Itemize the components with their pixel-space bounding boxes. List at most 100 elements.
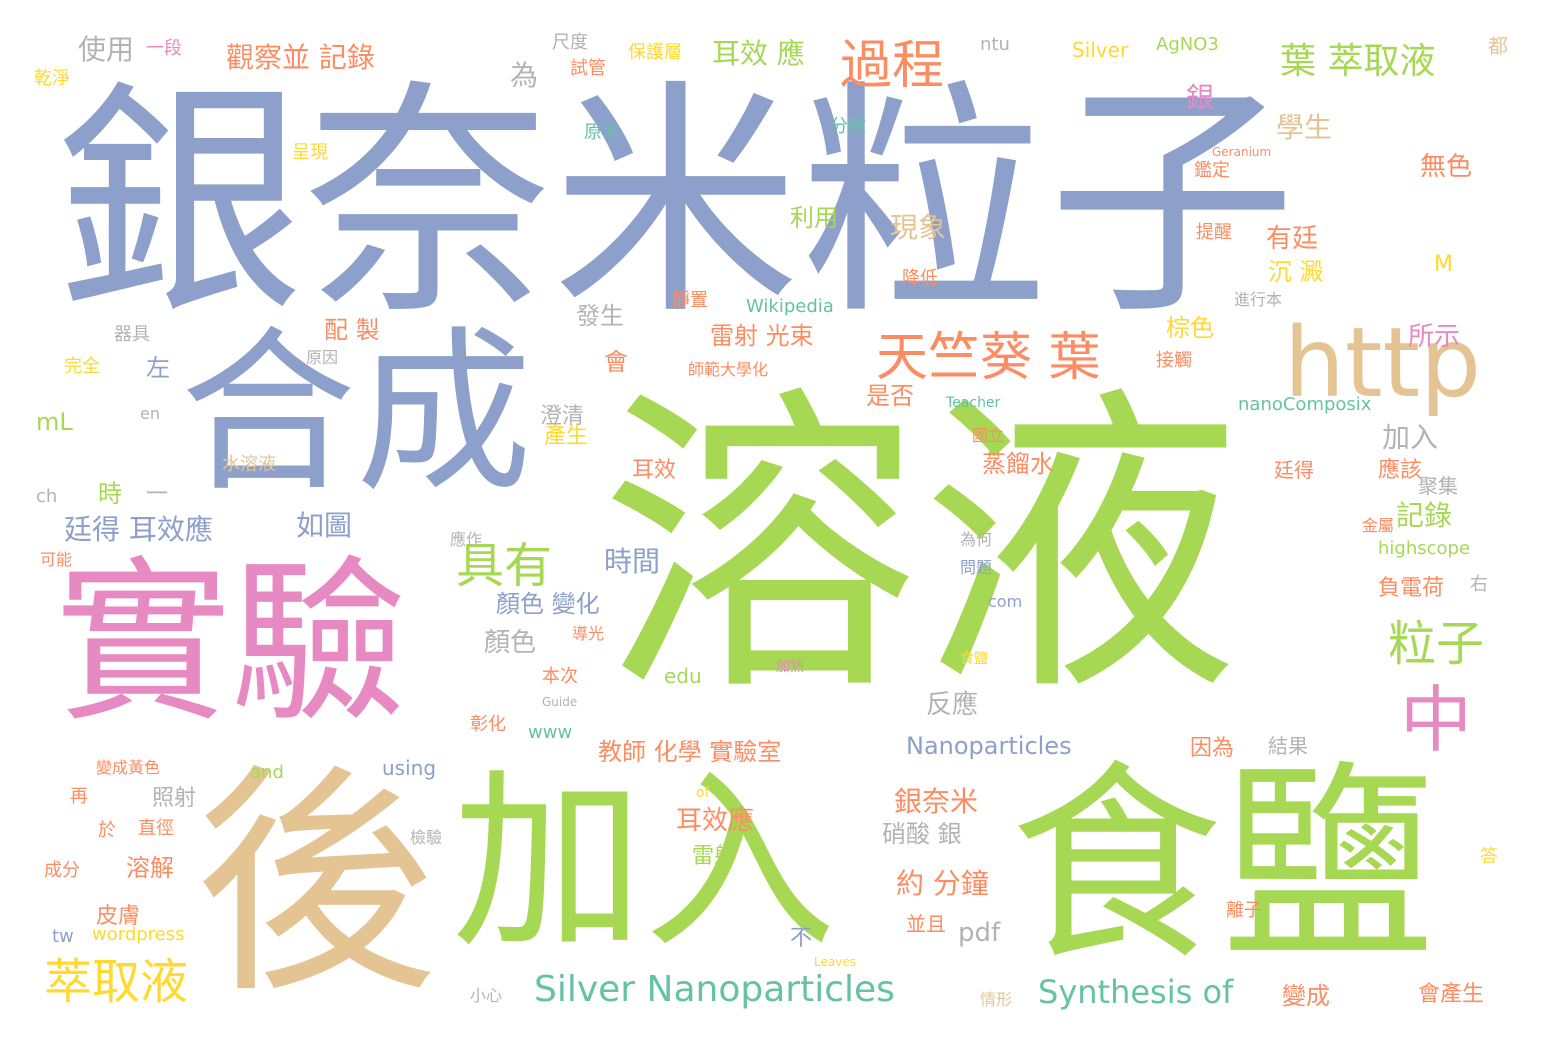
cloud-word: 靜置: [672, 290, 708, 311]
cloud-word: 變成: [1282, 982, 1330, 1010]
cloud-word: 為何: [960, 530, 993, 549]
cloud-word: 鑑定: [1194, 160, 1230, 181]
cloud-word: 產生: [544, 424, 589, 449]
cloud-word: wordpress: [92, 924, 185, 945]
cloud-word: 學生: [1276, 111, 1333, 144]
cloud-word: 導光: [572, 624, 605, 643]
cloud-word: 為: [510, 59, 539, 92]
cloud-word: Leaves: [814, 955, 856, 969]
cloud-word: 葉 萃取液: [1280, 41, 1436, 82]
cloud-word: 發生: [576, 302, 624, 330]
cloud-word: 提醒: [1196, 222, 1232, 243]
cloud-word: M: [1434, 252, 1453, 277]
cloud-word: 時間: [604, 545, 661, 578]
cloud-word: 現象: [890, 211, 947, 244]
cloud-word: pdf: [958, 918, 1001, 948]
cloud-word: com: [988, 592, 1023, 611]
cloud-word: 接觸: [1156, 350, 1192, 371]
cloud-word: 應該: [1378, 458, 1423, 483]
cloud-word: ch: [36, 486, 58, 507]
cloud-word: 可能: [40, 550, 73, 569]
cloud-word: 中: [1400, 678, 1473, 762]
cloud-word: 於: [98, 820, 116, 841]
cloud-word: 加入: [452, 752, 836, 975]
cloud-word: 會產生: [1418, 982, 1485, 1007]
cloud-word: 時: [98, 480, 122, 508]
cloud-word: 天竺葵 葉: [876, 328, 1101, 388]
cloud-word: 情形: [980, 990, 1013, 1009]
cloud-word: 變成黃色: [96, 758, 161, 777]
cloud-word: 溶液: [600, 362, 1240, 734]
cloud-word: 廷得 耳效應: [64, 513, 213, 546]
cloud-word: 食鹽: [1010, 742, 1434, 989]
cloud-word: 進行本: [1234, 290, 1283, 309]
cloud-word: 加入: [1382, 421, 1439, 454]
cloud-word: 不: [790, 926, 813, 951]
cloud-word: 硝酸 銀: [882, 820, 962, 848]
cloud-word: 因為: [1190, 736, 1235, 761]
cloud-word: Guide: [542, 695, 578, 709]
cloud-word: Silver Nanoparticles: [534, 969, 895, 1010]
cloud-word: 應作: [450, 530, 483, 549]
cloud-word: 會: [604, 348, 628, 376]
cloud-word: 耳效應: [676, 806, 755, 836]
cloud-word: 檢驗: [410, 828, 443, 847]
cloud-word: 使用: [78, 33, 135, 66]
cloud-word: en: [140, 404, 160, 423]
cloud-word: 原本: [584, 122, 620, 143]
cloud-word: 皮膚: [96, 904, 141, 929]
cloud-word: 蒸餾水: [982, 450, 1054, 478]
cloud-word: 並且: [906, 912, 946, 936]
cloud-word: mL: [36, 408, 73, 436]
cloud-word: 沉 澱: [1268, 258, 1324, 286]
cloud-word: 澄清: [540, 404, 585, 429]
cloud-word: 器具: [114, 324, 150, 345]
cloud-word: 降低: [902, 268, 938, 289]
cloud-word: 保護層: [628, 42, 682, 63]
cloud-word: 加熱: [776, 659, 804, 675]
cloud-word: 問題: [960, 558, 993, 577]
cloud-word: 溶解: [126, 854, 174, 882]
cloud-word: 負電荷: [1378, 576, 1445, 601]
cloud-word: 記錄: [1396, 499, 1453, 532]
cloud-word: 實驗: [55, 541, 408, 746]
cloud-word: Geranium: [1212, 145, 1272, 159]
cloud-word: 粒子: [1388, 616, 1485, 672]
cloud-word: 是否: [866, 382, 914, 410]
cloud-word: tw: [52, 926, 74, 947]
cloud-word: Nanoparticles: [906, 732, 1072, 760]
cloud-word: nanoComposix: [1238, 394, 1372, 415]
cloud-word: 棕色: [1166, 314, 1214, 342]
cloud-word: 彰化: [470, 714, 506, 735]
cloud-word: 再: [70, 786, 88, 807]
cloud-word: 耳效: [632, 458, 677, 483]
cloud-word: www: [528, 722, 573, 743]
cloud-word: 水溶液: [222, 454, 276, 475]
cloud-word: ntu: [980, 34, 1010, 55]
cloud-word: 金屬: [1362, 516, 1395, 535]
cloud-word: 原因: [306, 348, 339, 367]
cloud-word: 如圖: [296, 509, 353, 542]
cloud-word: 小心: [470, 986, 503, 1005]
cloud-word: 答: [1480, 846, 1498, 867]
cloud-word: Teacher: [946, 395, 1001, 411]
cloud-word: Silver: [1072, 38, 1129, 62]
cloud-word: 過程: [840, 36, 945, 96]
cloud-word: 所示: [1408, 322, 1461, 352]
cloud-word: 無色: [1420, 152, 1473, 182]
cloud-word: 分散: [830, 116, 866, 137]
cloud-word: 廷得: [1274, 458, 1314, 482]
cloud-word: 銀奈米: [894, 785, 979, 818]
cloud-word: 顏色: [484, 628, 537, 658]
cloud-word: 雷射: [692, 844, 737, 869]
cloud-word: 試管: [570, 58, 606, 79]
cloud-word: 乾淨: [34, 68, 70, 89]
cloud-word: 左: [146, 354, 170, 382]
cloud-word: Synthesis of: [1038, 973, 1234, 1011]
cloud-word: 師範大學化: [688, 360, 769, 379]
cloud-word: 呈現: [292, 142, 328, 163]
cloud-word: edu: [664, 664, 702, 688]
cloud-word: 後: [195, 744, 438, 1026]
cloud-word: 一段: [146, 38, 182, 59]
